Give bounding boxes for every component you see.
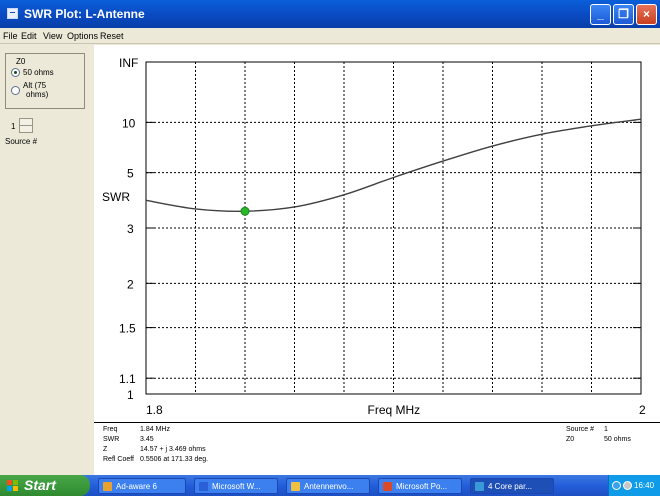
y-tick-label: 10 bbox=[122, 116, 136, 130]
menu-view[interactable]: View bbox=[43, 31, 63, 41]
taskbar-item-label: 4 Core par... bbox=[488, 482, 533, 491]
readout-source-label: Source # bbox=[566, 426, 595, 433]
readout-panel: Freq 1.84 MHz SWR 3.45 Z 14.57 + j 3.469… bbox=[94, 422, 660, 475]
menu-file[interactable]: File bbox=[3, 31, 18, 41]
impedance-label: Z bbox=[103, 446, 108, 453]
app-icon bbox=[7, 8, 18, 19]
network-icon[interactable] bbox=[612, 481, 621, 490]
taskbar-item-ad-aware[interactable]: Ad-aware 6 bbox=[98, 478, 186, 494]
impedance-value: 14.57 + j 3.469 ohms bbox=[140, 446, 206, 453]
freq-label: Freq bbox=[103, 426, 118, 433]
taskbar-item-microsoft-powerpoint[interactable]: Microsoft Po... bbox=[378, 478, 462, 494]
volume-icon[interactable] bbox=[623, 481, 632, 490]
source-spinner[interactable] bbox=[19, 118, 33, 133]
group-icon bbox=[475, 482, 484, 491]
plot-frame bbox=[145, 61, 642, 395]
y-axis-label: SWR bbox=[102, 190, 130, 204]
menu-reset[interactable]: Reset bbox=[100, 31, 124, 41]
swr-curve bbox=[145, 118, 642, 212]
window-title: SWR Plot: L-Antenne bbox=[24, 7, 145, 21]
freq-value: 1.84 MHz bbox=[140, 426, 170, 433]
swr-chart[interactable]: INF 10 5 3 2 1.5 1.1 1 SWR 1.8 2 Freq MHz bbox=[94, 45, 660, 422]
title-bar[interactable]: SWR Plot: L-Antenne _ ❐ × bbox=[0, 0, 660, 28]
start-label[interactable]: Start bbox=[24, 477, 56, 493]
taskbar-item-4-core-par[interactable]: 4 Core par... bbox=[470, 478, 554, 494]
menu-bar: File Edit View Options Reset bbox=[0, 28, 660, 44]
menu-options[interactable]: Options bbox=[67, 31, 99, 41]
refl-coeff-value: 0.5506 at 171.33 deg. bbox=[140, 456, 209, 463]
taskbar-item-label: Ad-aware 6 bbox=[116, 482, 157, 491]
powerpoint-icon bbox=[383, 482, 392, 491]
swr-plot-area[interactable]: INF 10 5 3 2 1.5 1.1 1 SWR 1.8 2 Freq MHz bbox=[94, 45, 660, 422]
radio-alt-75-ohms[interactable] bbox=[11, 86, 20, 95]
word-icon bbox=[199, 482, 208, 491]
taskbar-item-label: Antennenvo... bbox=[304, 482, 354, 491]
z0-groupbox: Z0 50 ohms Alt (75 ohms) bbox=[5, 53, 85, 109]
source-label: Source # bbox=[5, 137, 38, 146]
x-tick-label: 1.8 bbox=[146, 403, 163, 417]
restore-button[interactable]: ❐ bbox=[613, 4, 634, 25]
y-tick-label: 5 bbox=[127, 167, 134, 181]
y-tick-label: 1.1 bbox=[119, 372, 136, 386]
taskbar: Start Ad-aware 6 Microsoft W... Antennen… bbox=[0, 475, 660, 496]
windows-flag-icon bbox=[7, 480, 19, 491]
menu-edit[interactable]: Edit bbox=[21, 31, 37, 41]
y-tick-label: INF bbox=[119, 56, 138, 70]
taskbar-item-label: Microsoft W... bbox=[212, 482, 261, 491]
y-tick-label: 1.5 bbox=[119, 322, 136, 336]
taskbar-item-label: Microsoft Po... bbox=[396, 482, 448, 491]
clock: 16:40 bbox=[634, 481, 655, 490]
start-button[interactable]: Start bbox=[0, 475, 90, 496]
x-tick-label: 2 bbox=[639, 403, 646, 417]
z0-group-label: Z0 bbox=[14, 57, 28, 66]
frequency-marker bbox=[240, 206, 250, 216]
radio-alt-75-label-line1[interactable]: Alt (75 bbox=[23, 81, 47, 90]
folder-icon bbox=[291, 482, 300, 491]
taskbar-item-antennenvo[interactable]: Antennenvo... bbox=[286, 478, 370, 494]
readout-z0-label: Z0 bbox=[566, 436, 575, 443]
close-button[interactable]: × bbox=[636, 4, 657, 25]
refl-coeff-label: Refl Coeff bbox=[103, 456, 134, 463]
source-number-value: 1 bbox=[11, 122, 16, 131]
swr-value: 3.45 bbox=[140, 436, 154, 443]
minimize-button[interactable]: _ bbox=[590, 4, 611, 25]
ad-aware-icon bbox=[103, 482, 112, 491]
y-tick-label: 2 bbox=[127, 277, 134, 291]
left-panel: Z0 50 ohms Alt (75 ohms) 1 Source # bbox=[0, 45, 92, 475]
y-tick-label: 1 bbox=[127, 388, 134, 402]
radio-50-ohms[interactable] bbox=[11, 68, 20, 77]
radio-alt-75-label-line2[interactable]: ohms) bbox=[26, 90, 49, 99]
x-axis-label: Freq MHz bbox=[368, 403, 421, 417]
readout-z0-value: 50 ohms bbox=[604, 436, 631, 443]
swr-label: SWR bbox=[103, 436, 120, 443]
readout-source-value: 1 bbox=[604, 426, 608, 433]
taskbar-item-microsoft-word[interactable]: Microsoft W... bbox=[194, 478, 278, 494]
radio-50-ohms-label[interactable]: 50 ohms bbox=[23, 68, 54, 77]
system-tray: 16:40 bbox=[608, 475, 660, 496]
y-tick-label: 3 bbox=[127, 222, 134, 236]
